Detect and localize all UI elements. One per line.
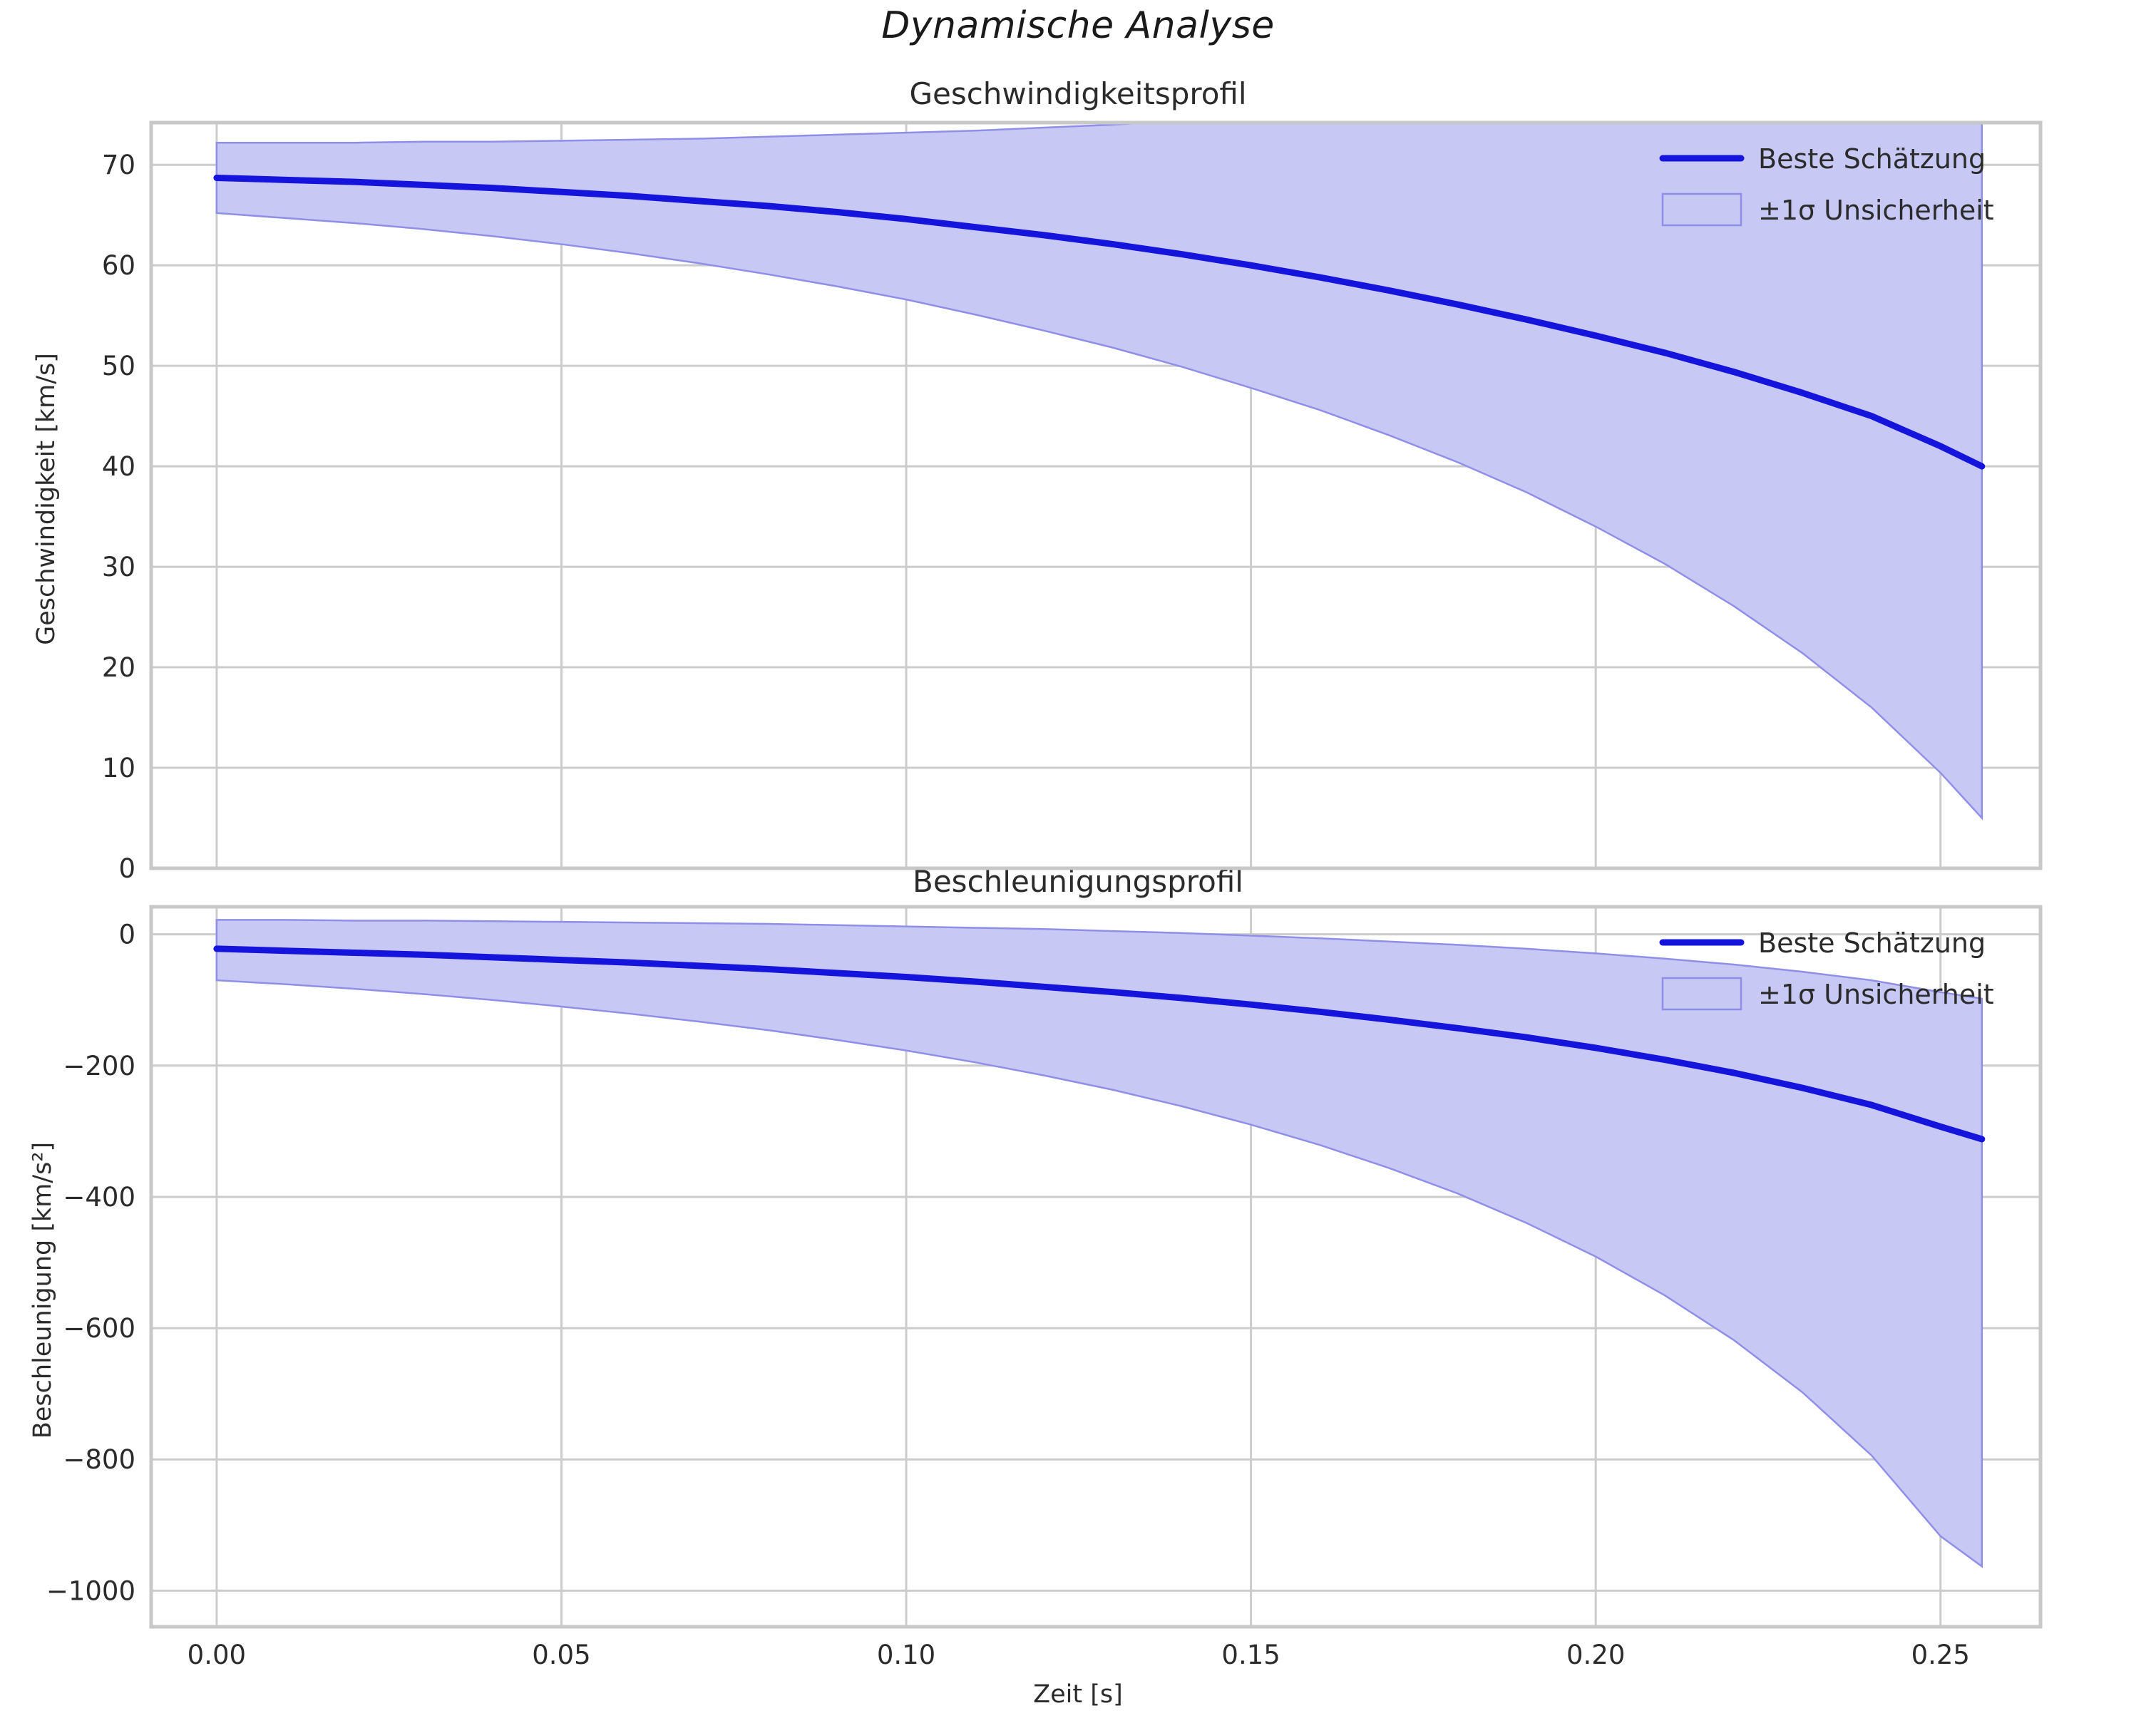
figure-suptitle: Dynamische Analyse (881, 4, 1275, 47)
legend-line-label: Beste Schätzung (1758, 143, 1986, 175)
x-tick-label: 0.20 (1566, 1640, 1625, 1670)
legend-band-label: ±1σ Unsicherheit (1758, 195, 1994, 226)
axes-spines-velocity (149, 120, 2043, 870)
y-tick-label: −200 (63, 1051, 135, 1081)
legend-band-swatch (1661, 192, 1742, 227)
legend-band-label: ±1σ Unsicherheit (1758, 979, 1994, 1010)
best-estimate-line-acceleration (213, 945, 1986, 1143)
legend-band-swatch (1661, 977, 1742, 1011)
legend-line-label: Beste Schätzung (1758, 927, 1986, 959)
y-tick-label: 20 (102, 652, 135, 683)
y-tick-label: 70 (102, 150, 135, 180)
x-tick-label: 0.10 (877, 1640, 935, 1670)
best-estimate-line-velocity (213, 175, 1986, 470)
uncertainty-band-velocity (215, 123, 1983, 821)
y-tick-label: 0 (118, 920, 135, 950)
x-axis-label: Zeit [s] (1033, 1680, 1123, 1709)
legend-acceleration: Beste Schätzung ±1σ Unsicherheit (1659, 927, 1994, 1011)
y-tick-label: −1000 (46, 1575, 135, 1606)
axes-spines-acceleration (149, 905, 2043, 1629)
x-tick-label: 0.05 (532, 1640, 590, 1670)
x-tick-label: 0.25 (1911, 1640, 1970, 1670)
y-tick-label: 40 (102, 451, 135, 482)
axes-velocity: 0 10 20 30 40 50 60 70 Beste Schätzung ±1σ Unsich… (102, 120, 2043, 884)
y-tick-label: 0 (118, 853, 135, 884)
y-tick-label: −400 (63, 1182, 135, 1213)
y-tick-label: 50 (102, 351, 135, 381)
subplot-title-velocity: Geschwindigkeitsprofil (909, 76, 1247, 111)
uncertainty-band-acceleration (215, 919, 1983, 1568)
y-tick-label: −800 (63, 1444, 135, 1475)
axes-acceleration: 0 −200 −400 −600 −800 −1000 0.00 0.05 0.10 0.15 0.… (46, 905, 2043, 1670)
y-tick-label: −600 (63, 1313, 135, 1344)
y-tick-label: 30 (102, 552, 135, 582)
y-tick-label: 10 (102, 753, 135, 783)
x-tick-label: 0.00 (188, 1640, 246, 1670)
legend-velocity: Beste Schätzung ±1σ Unsicherheit (1659, 143, 1994, 227)
y-tick-label: 60 (102, 250, 135, 281)
x-tick-label: 0.15 (1221, 1640, 1280, 1670)
